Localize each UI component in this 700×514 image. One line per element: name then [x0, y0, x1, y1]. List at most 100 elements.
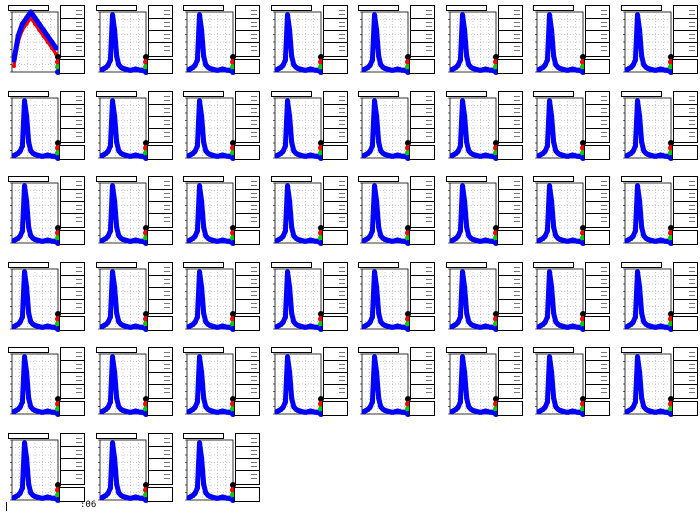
stats-separator	[586, 201, 609, 202]
pad-plot	[185, 182, 236, 246]
data-point	[634, 97, 640, 104]
stats-box	[410, 5, 435, 57]
data-point	[455, 62, 461, 68]
plot-pad	[265, 88, 351, 172]
legend-marker	[142, 139, 149, 146]
plot-pad	[440, 2, 526, 86]
data-point	[374, 112, 380, 119]
stats-entry	[163, 270, 170, 272]
stats-entry	[76, 221, 82, 222]
stats-entry	[76, 380, 82, 381]
stats-entry	[251, 135, 257, 137]
stats-entry	[163, 131, 170, 133]
pad-title-box	[8, 90, 49, 97]
legend-box	[409, 144, 435, 160]
stats-entry	[688, 270, 695, 272]
data-point	[374, 198, 380, 204]
stats-entry	[426, 306, 432, 308]
stats-entry	[688, 302, 695, 304]
stats-entry	[601, 197, 607, 198]
data-point	[196, 439, 203, 446]
stats-separator	[586, 372, 609, 373]
stats-entry	[76, 441, 82, 443]
legend-box	[59, 144, 85, 160]
data-point	[26, 224, 32, 230]
stats-entry	[76, 473, 82, 475]
stats-entry	[338, 38, 345, 39]
stats-entry	[251, 380, 257, 381]
stats-entry	[688, 294, 695, 296]
stats-entry	[601, 50, 607, 51]
stats-separator	[148, 30, 172, 31]
legend-marker	[492, 225, 499, 231]
data-point	[113, 139, 119, 145]
data-point	[459, 12, 465, 18]
pad-plot	[535, 11, 586, 75]
stats-entry	[426, 294, 432, 296]
stats-entry	[513, 266, 520, 268]
data-point	[111, 198, 117, 204]
legend-marker	[405, 54, 411, 60]
stats-entry	[601, 107, 607, 109]
stats-entry	[426, 368, 432, 369]
data-point	[194, 57, 200, 63]
stats-entry	[76, 388, 82, 389]
stats-entry	[426, 131, 432, 133]
data-point	[544, 399, 550, 405]
stats-entry	[76, 270, 82, 272]
stats-entry	[426, 364, 432, 365]
stats-separator	[586, 384, 609, 385]
stats-entry	[338, 22, 345, 23]
stats-entry	[338, 266, 345, 268]
stats-entry	[601, 306, 607, 308]
data-point	[286, 27, 292, 33]
stats-entry	[338, 10, 345, 11]
data-point	[19, 21, 25, 27]
stats-separator	[411, 286, 434, 288]
stats-entry	[163, 217, 170, 218]
stats-separator	[148, 213, 172, 214]
plot-pad	[265, 259, 351, 343]
pad-title-box	[8, 176, 49, 182]
stats-entry	[688, 26, 695, 27]
stats-entry	[688, 392, 695, 393]
data-point	[105, 147, 111, 153]
data-point	[113, 395, 119, 401]
stats-entry	[76, 306, 82, 308]
stats-entry	[338, 119, 345, 121]
stats-entry	[76, 294, 82, 296]
data-point	[17, 489, 23, 495]
stats-entry	[601, 392, 607, 393]
stats-box	[410, 347, 435, 399]
stats-separator	[236, 201, 259, 202]
data-point	[286, 369, 292, 375]
plot-pad	[265, 344, 351, 428]
pad-title-box	[445, 261, 487, 268]
stats-entry	[251, 302, 257, 304]
stats-entry	[76, 368, 82, 369]
data-point	[107, 399, 113, 405]
stats-entry	[426, 119, 432, 121]
stats-entry	[601, 221, 607, 222]
stats-entry	[163, 465, 170, 467]
data-point	[634, 12, 640, 18]
stats-separator	[61, 42, 84, 43]
pad-title-box	[533, 90, 574, 97]
stats-entry	[251, 131, 257, 133]
stats-separator	[586, 30, 609, 31]
stats-entry	[688, 46, 695, 47]
stats-entry	[76, 364, 82, 365]
stats-box	[60, 261, 85, 314]
legend-marker	[142, 481, 149, 488]
data-point	[192, 318, 198, 324]
stats-box	[235, 432, 260, 485]
data-point	[109, 439, 115, 446]
data-point	[367, 318, 373, 324]
stats-separator	[61, 445, 84, 447]
stats-entry	[338, 294, 345, 296]
stats-separator	[236, 115, 259, 117]
stats-entry	[251, 453, 257, 455]
stats-separator	[236, 298, 259, 300]
stats-separator	[61, 457, 84, 459]
stats-entry	[163, 95, 170, 97]
